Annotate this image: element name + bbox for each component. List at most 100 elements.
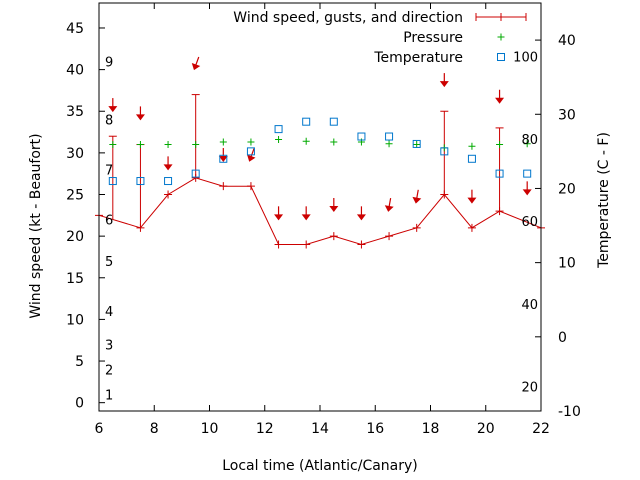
temperature-point [302, 117, 311, 126]
arrow-head [356, 214, 366, 221]
fahrenheit-label: 100 [513, 50, 538, 65]
wind-speed-point [357, 240, 366, 249]
pressure-point [468, 142, 476, 150]
pressure-point [302, 137, 310, 145]
wind-speed-point [136, 223, 145, 232]
plot-frame [98, 2, 542, 412]
chart-axes: 6 8 10 12 14 16 18 20 22051015202530354045-10010… [66, 3, 581, 437]
arrow-head [163, 164, 173, 171]
y-right-tick-label: 30 [558, 107, 576, 123]
x-tick-label: 10 [201, 421, 219, 437]
y-left-tick-label: 15 [66, 271, 84, 287]
arrow-head [467, 197, 477, 204]
wind-speed-point [329, 232, 338, 241]
temperature-point [467, 154, 476, 163]
temperature-point [219, 154, 228, 163]
pressure-point [330, 138, 338, 146]
fahrenheit-label: 40 [521, 298, 538, 313]
beaufort-label: 8 [105, 114, 113, 129]
x-tick-label: 6 [95, 421, 104, 437]
wind-speed-point [302, 240, 311, 249]
pressure-point [413, 141, 421, 149]
arrow-head [301, 214, 311, 221]
wind-direction-arrow [301, 206, 311, 221]
arrow-head [218, 156, 228, 163]
wind-speed-point [385, 232, 394, 241]
wind-direction-arrow [356, 206, 366, 221]
x-tick-label: 22 [532, 421, 550, 437]
temperature-point [440, 147, 449, 156]
wind-direction-arrow [218, 148, 228, 163]
y-left-tick-label: 45 [66, 21, 84, 37]
x-tick-label: 14 [311, 421, 329, 437]
wind-speed-point [164, 190, 173, 199]
fahrenheit-label: 60 [521, 215, 538, 230]
temperature-point [246, 147, 255, 156]
beaufort-label: 5 [105, 255, 113, 270]
wind-direction-arrow [247, 148, 256, 162]
x-axis-label: Local time (Atlantic/Canary) [222, 458, 418, 474]
wind-direction-arrow [522, 181, 532, 196]
arrow-head [247, 154, 256, 162]
y-left-tick-label: 30 [66, 146, 84, 162]
wind-direction-arrow [384, 198, 394, 212]
temperature-point [523, 169, 532, 178]
arrow-head [191, 62, 201, 71]
wind-direction-arrow [163, 156, 173, 171]
legend-sample-pressure [497, 33, 505, 41]
temperature-point [164, 177, 173, 186]
x-tick-label: 16 [366, 421, 384, 437]
x-tick-label: 12 [256, 421, 274, 437]
arrow-head [495, 97, 505, 104]
wind-direction-arrow [439, 73, 449, 88]
wind-speed-point [412, 223, 421, 232]
wind-speed-point [219, 182, 228, 191]
chart-legend: Wind speed, gusts, and direction Pressur… [233, 10, 527, 66]
wind-direction-arrow [329, 198, 339, 212]
x-tick-label: 20 [477, 421, 495, 437]
beaufort-label: 4 [105, 305, 113, 320]
pressure-point [523, 140, 531, 148]
arrow-head [439, 81, 449, 88]
beaufort-label: 2 [105, 363, 113, 378]
beaufort-label: 6 [105, 213, 113, 228]
pressure-point [192, 141, 200, 149]
y-left-tick-label: 35 [66, 104, 84, 120]
temperature-point [329, 117, 338, 126]
fahrenheit-label: 80 [521, 133, 538, 148]
wind-speed-point [467, 223, 476, 232]
pressure-point [136, 141, 144, 149]
legend-label-pressure: Pressure [403, 30, 463, 46]
pressure-point [275, 136, 283, 144]
x-tick-label: 8 [150, 421, 159, 437]
temperature-point [274, 125, 283, 134]
temperature-point [357, 132, 366, 141]
temperature-point [495, 169, 504, 178]
arrow-head [329, 206, 339, 212]
legend-sample-wind-marks [475, 13, 527, 21]
y-left-tick-label: 25 [66, 188, 84, 204]
y-right-tick-label: 20 [558, 181, 576, 197]
pressure-point [219, 138, 227, 146]
legend-label-temperature: Temperature [373, 50, 463, 66]
wind-direction-arrow [191, 56, 201, 71]
temperature-point [108, 177, 117, 186]
beaufort-label: 3 [105, 338, 113, 353]
y-axis-label-left: Wind speed (kt - Beaufort) [28, 133, 44, 318]
temperature-point [191, 169, 200, 178]
arrow-head [108, 106, 118, 113]
y-left-tick-label: 40 [66, 63, 84, 79]
wind-speed-point [191, 173, 200, 182]
beaufort-label: 9 [105, 55, 113, 70]
arrow-head [522, 189, 532, 196]
pressure-point [109, 141, 117, 149]
wind-direction-arrow [135, 106, 145, 121]
wind-direction-arrow [467, 189, 477, 204]
wind-speed-point [440, 190, 449, 199]
wind-speed-point [246, 182, 255, 191]
legend-label-wind: Wind speed, gusts, and direction [233, 10, 463, 26]
arrow-head [412, 196, 422, 204]
arrow-head [274, 214, 284, 221]
pressure-point [247, 138, 255, 146]
wind-speed-line [98, 177, 542, 246]
